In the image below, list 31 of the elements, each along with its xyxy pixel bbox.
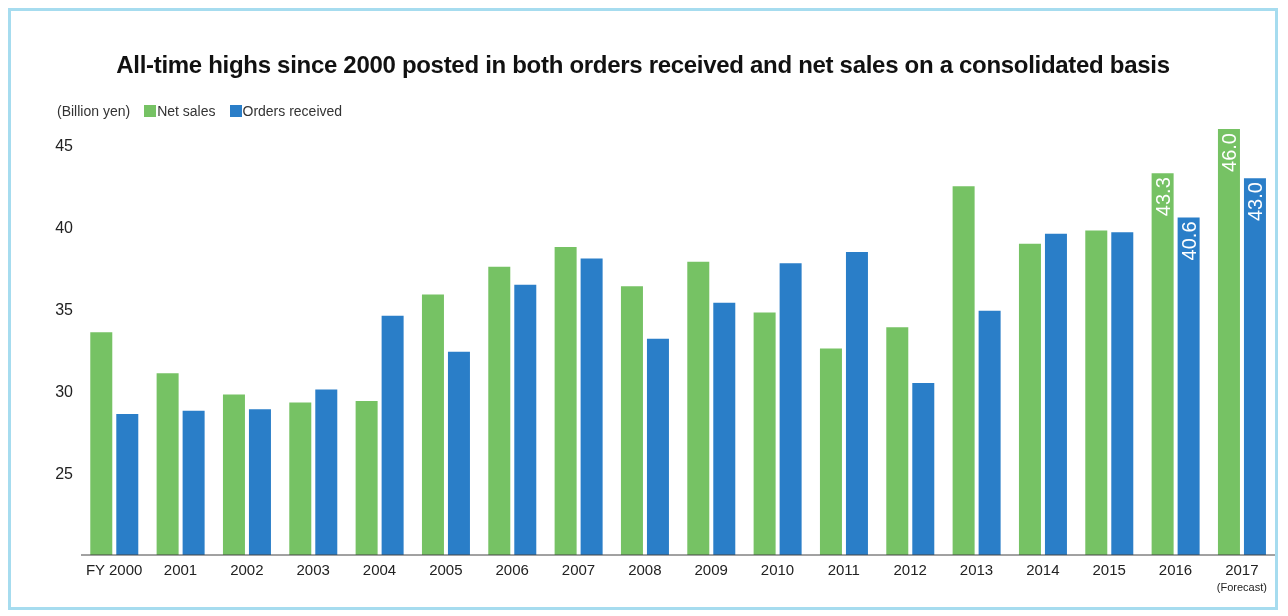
x-tick-label: FY 2000 [85,561,143,578]
y-tick-label: 25 [55,464,74,482]
y-axis-title: (Billion yen) [57,103,131,119]
x-tick-label: 2003 [296,561,330,578]
x-tick-label: 2001 [163,561,198,578]
legend-label: Orders received [242,103,343,119]
y-tick-label: 30 [55,382,74,400]
y-tick-label: 35 [55,300,74,318]
x-tick-label: 2014 [1026,561,1060,578]
x-tick-label: 2004 [362,561,397,578]
data-label: 46.0 [1217,133,1240,172]
data-label: 43.0 [1243,182,1266,222]
x-tick-label: 2017 (Forecast) [1216,561,1267,593]
legend-label: Net sales [157,103,216,119]
x-tick-label: 2002 [230,561,264,578]
y-tick-label: 45 [55,137,74,155]
y-tick-label: 40 [55,218,74,236]
x-tick-label: 2005 [429,561,463,578]
x-tick-label: 2013 [959,561,994,578]
data-label: 43.3 [1151,177,1174,217]
x-tick-label: 2012 [893,561,927,578]
x-tick-label: 2009 [694,561,728,578]
chart-title: All-time highs since 2000 posted in both orders received and net sales on a consolidated basis [115,51,1171,79]
x-tick-label: 2008 [628,561,662,578]
x-tick-label: 2010 [760,561,795,578]
x-tick-label: 2015 [1092,561,1126,578]
x-tick-label: 2007 [561,561,596,578]
x-tick-label: 2006 [495,561,529,578]
x-tick-label: 2011 [827,561,860,578]
data-label: 40.6 [1177,221,1200,261]
x-tick-label: 2016 [1158,561,1193,578]
